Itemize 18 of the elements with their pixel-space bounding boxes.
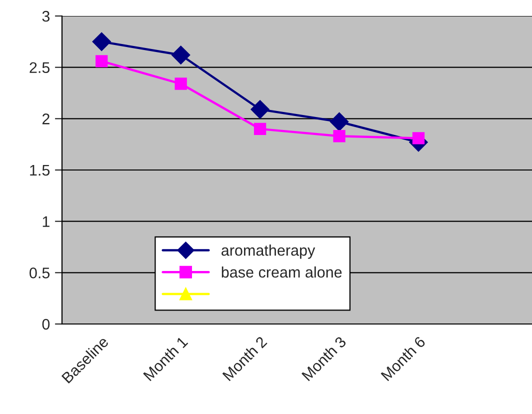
y-tick-label: 2 <box>42 114 50 124</box>
y-tick-label: 0.5 <box>30 268 50 278</box>
point <box>254 122 266 136</box>
point <box>96 55 108 68</box>
point <box>92 32 111 52</box>
point <box>174 78 187 90</box>
point <box>412 132 425 144</box>
legend-label: base cream alone <box>222 266 342 278</box>
y-tick-label: 3 <box>42 10 50 22</box>
y-tick-label: 0 <box>42 318 50 330</box>
point <box>171 46 190 64</box>
point <box>333 130 346 142</box>
legend-label: aromatherapy <box>222 244 316 259</box>
point <box>330 112 349 132</box>
y-tick-label: 1.5 <box>30 165 50 176</box>
y-tick-label: 2.5 <box>30 62 50 74</box>
point <box>250 100 270 119</box>
y-tick-label: 1 <box>42 216 50 227</box>
